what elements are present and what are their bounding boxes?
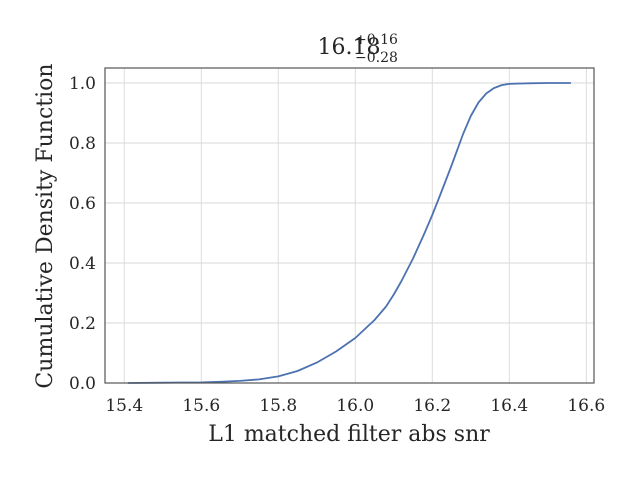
y-tick-label: 0.0 <box>69 374 96 394</box>
x-tick-label: 16.4 <box>490 396 528 416</box>
y-tick-label: 0.6 <box>69 194 96 214</box>
x-tick-label: 15.6 <box>182 396 220 416</box>
plot-background <box>105 68 594 383</box>
title-upper-error: +0.16 <box>355 32 398 48</box>
x-tick-labels: 15.4 15.6 15.8 16.0 16.2 16.4 16.6 <box>105 396 605 416</box>
y-tick-label: 0.4 <box>69 254 96 274</box>
chart-title: 16.18 <box>318 35 381 60</box>
y-tick-label: 0.2 <box>69 314 96 334</box>
title-value: 16.18 <box>318 35 381 60</box>
y-tick-labels: 0.0 0.2 0.4 0.6 0.8 1.0 <box>69 74 96 394</box>
x-tick-label: 16.2 <box>413 396 451 416</box>
title-lower-error: −0.28 <box>355 50 398 66</box>
x-axis-label: L1 matched filter abs snr <box>208 422 490 447</box>
y-tick-label: 0.8 <box>69 134 96 154</box>
cdf-line <box>128 82 571 384</box>
x-tick-label: 16.6 <box>567 396 605 416</box>
y-axis-label: Cumulative Density Function <box>33 63 58 388</box>
x-tick-label: 15.8 <box>259 396 297 416</box>
x-tick-label: 16.0 <box>336 396 374 416</box>
y-tick-label: 1.0 <box>69 74 96 94</box>
x-tick-label: 15.4 <box>105 396 143 416</box>
plot-frame <box>104 67 595 384</box>
series-layer <box>128 82 571 384</box>
